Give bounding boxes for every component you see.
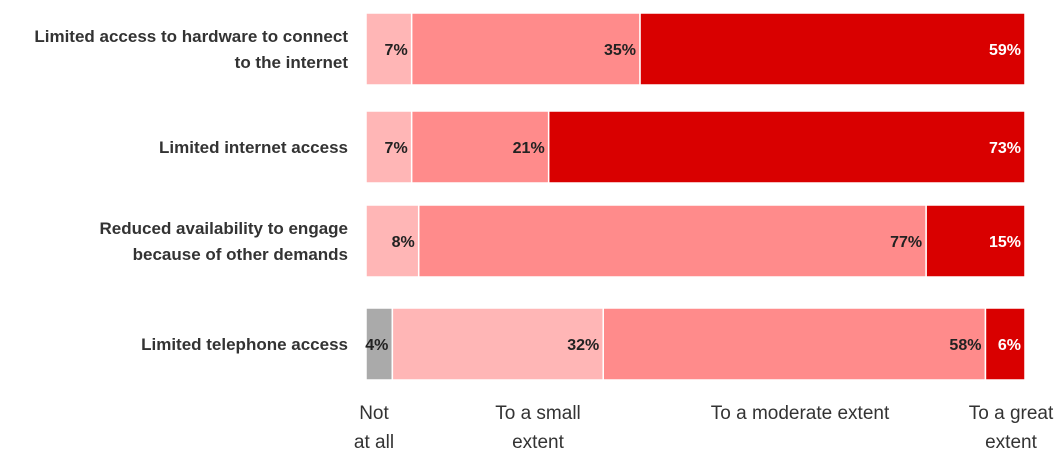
data-label: 15% [989, 234, 1021, 251]
bar-segment [547, 110, 1026, 184]
category-label: Limited internet access [159, 138, 348, 157]
bar-segment [365, 307, 394, 381]
legend-label: To a small extent [495, 403, 581, 453]
category-label: Limited access to hardware to connect to … [34, 27, 348, 72]
data-label: 21% [513, 140, 545, 157]
data-label: 73% [989, 140, 1021, 157]
data-label: 6% [998, 337, 1021, 354]
data-label: 7% [385, 42, 408, 59]
bar-segment [417, 204, 927, 278]
bar-segment [925, 204, 1026, 278]
data-label: 58% [949, 337, 981, 354]
legend-label: Not at all [354, 403, 394, 453]
bar-segment [602, 307, 987, 381]
category-label: Limited telephone access [141, 335, 348, 354]
data-label: 77% [890, 234, 922, 251]
bar-segment [984, 307, 1026, 381]
data-label: 7% [385, 140, 408, 157]
bar-segment [391, 307, 604, 381]
legend-label: To a moderate extent [711, 403, 890, 424]
legend-label: To a great extent [969, 403, 1054, 453]
data-label: 35% [604, 42, 636, 59]
data-label: 32% [567, 337, 599, 354]
data-label: 8% [392, 234, 415, 251]
data-label: 59% [989, 42, 1021, 59]
data-label: 4% [365, 337, 388, 354]
bar-segment [365, 204, 420, 278]
bar-segment [365, 12, 413, 86]
bar-segment [410, 12, 641, 86]
bar-segment [639, 12, 1026, 86]
bar-segment [365, 110, 413, 184]
category-label: Reduced availability to engage because of… [100, 219, 348, 264]
bar-segment [410, 110, 550, 184]
